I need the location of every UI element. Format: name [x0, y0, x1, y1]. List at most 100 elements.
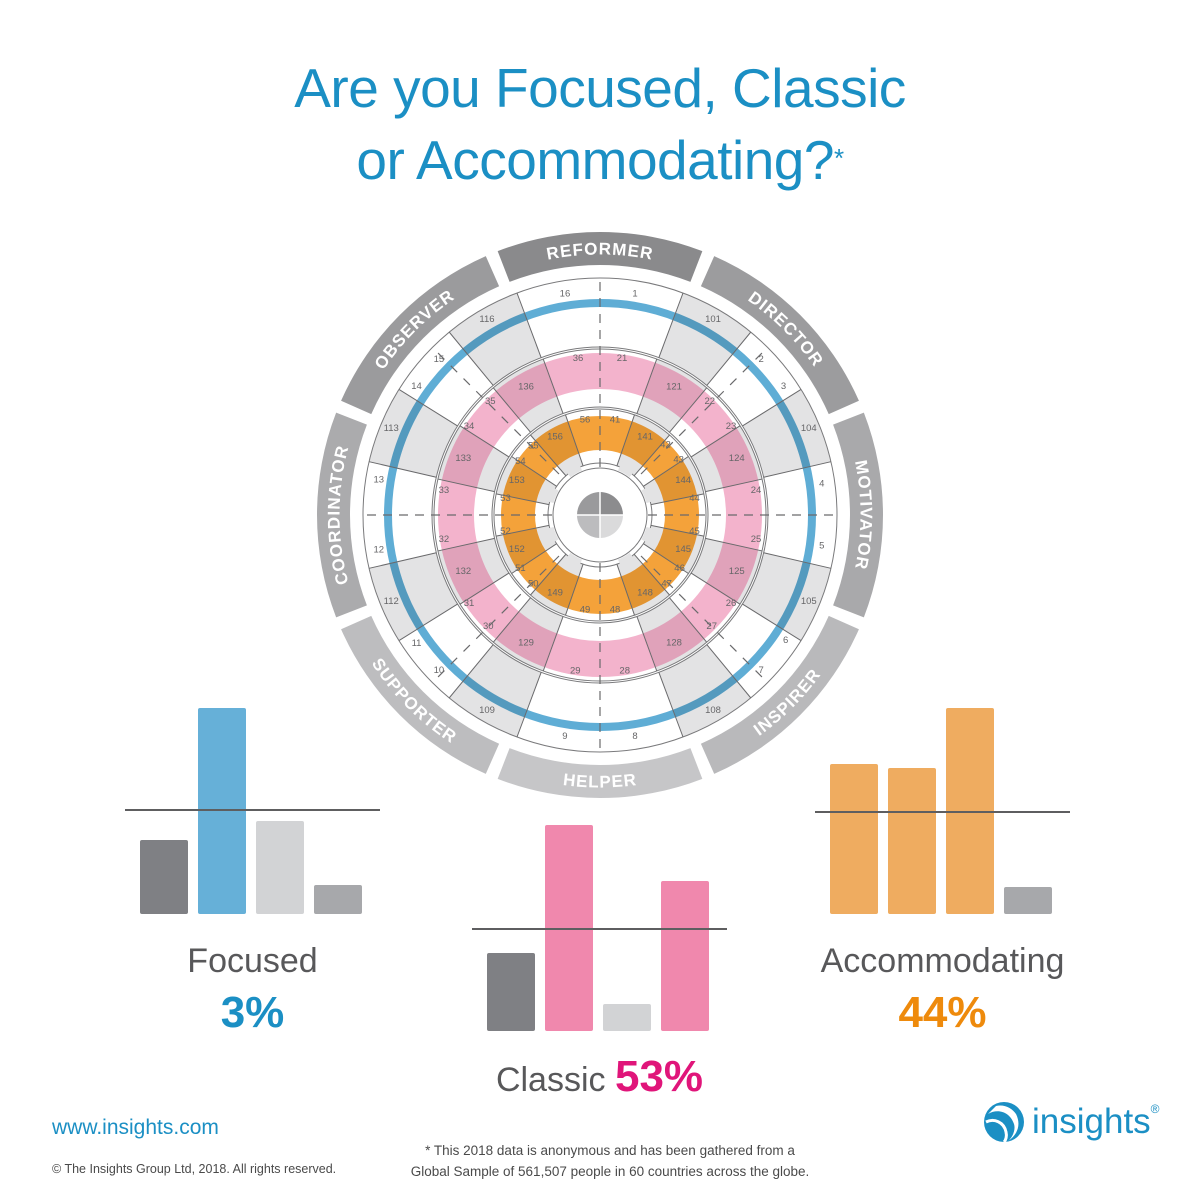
inner-number: 50 — [528, 579, 539, 590]
classic-label: Classic 53% — [495, 1052, 704, 1101]
bar-3 — [603, 1004, 651, 1031]
inner-number: 41 — [610, 415, 621, 426]
focused-percentage: 3% — [220, 988, 285, 1037]
outer-number: 2 — [758, 354, 763, 365]
title-line-1: Are you Focused, Classic — [294, 57, 906, 119]
outer-number: 15 — [434, 354, 445, 365]
type-segment-helper — [497, 748, 703, 798]
bar-1 — [140, 839, 188, 914]
middle-shaded-number: 133 — [455, 453, 471, 464]
inner-number: 52 — [500, 526, 511, 537]
outer-number: 1 — [632, 288, 637, 299]
middle-number: 32 — [439, 534, 450, 545]
middle-number: 28 — [619, 666, 630, 677]
middle-number: 30 — [483, 621, 494, 632]
middle-number: 34 — [464, 421, 475, 432]
middle-number: 27 — [706, 621, 717, 632]
inner-number: 48 — [610, 604, 621, 615]
type-segment-supporter — [341, 615, 500, 774]
middle-number: 22 — [704, 396, 715, 407]
inner-shaded-number: 152 — [509, 544, 525, 555]
center-quadrant-icon — [577, 515, 600, 538]
outer-shaded-number: 105 — [801, 596, 817, 607]
bar-4 — [661, 880, 709, 1031]
inner-shaded-number: 148 — [637, 587, 653, 598]
middle-shaded-number: 124 — [729, 453, 745, 464]
classic-chart — [472, 825, 727, 1031]
outer-shaded-number: 113 — [384, 423, 399, 434]
accommodating-label: Accommodating — [820, 942, 1065, 980]
middle-number: 23 — [726, 421, 737, 432]
bar-4 — [314, 885, 362, 914]
inner-number: 55 — [528, 440, 539, 451]
outer-number: 12 — [373, 545, 384, 556]
type-segment-motivator — [833, 412, 883, 618]
inner-number: 56 — [580, 415, 591, 426]
middle-number: 36 — [573, 353, 584, 364]
outer-number: 9 — [562, 731, 567, 742]
middle-number: 29 — [570, 666, 581, 677]
bar-1 — [830, 763, 878, 914]
bar-4 — [1004, 887, 1052, 914]
inner-shaded-number: 144 — [675, 475, 691, 486]
website-link[interactable]: www.insights.com — [52, 1116, 219, 1139]
title-asterisk: * — [833, 143, 844, 173]
type-segment-reformer — [497, 232, 703, 282]
center-quadrant-icon — [600, 492, 623, 515]
middle-number: 24 — [751, 485, 762, 496]
outer-number: 6 — [783, 635, 788, 646]
focused-chart — [125, 708, 380, 914]
middle-number: 21 — [617, 353, 628, 364]
accommodating-percentage: 44% — [898, 988, 987, 1037]
middle-number: 26 — [726, 598, 737, 609]
center-quadrant-icon — [577, 492, 600, 515]
inner-number: 54 — [515, 456, 526, 467]
average-line — [472, 928, 727, 930]
outer-number: 3 — [781, 381, 786, 392]
inner-number: 44 — [689, 493, 700, 504]
inner-number: 47 — [661, 579, 672, 590]
insights-globe-icon — [984, 1102, 1024, 1144]
bar-2 — [198, 708, 246, 914]
inner-shaded-number: 145 — [675, 544, 691, 555]
type-label-motivator: MOTIVATOR — [851, 459, 875, 572]
middle-shaded-number: 129 — [518, 638, 534, 649]
classic-percentage: 53% — [614, 1052, 704, 1101]
inner-number: 42 — [660, 439, 671, 450]
outer-number: 5 — [819, 541, 824, 552]
inner-shaded-number: 141 — [637, 432, 653, 443]
bar-2 — [888, 767, 936, 914]
middle-number: 31 — [464, 598, 475, 609]
middle-number: 35 — [485, 396, 496, 407]
focused-label: Focused — [187, 942, 318, 980]
outer-number: 8 — [632, 731, 637, 742]
middle-shaded-number: 125 — [729, 566, 745, 577]
outer-number: 16 — [560, 288, 571, 299]
copyright-text: © The Insights Group Ltd, 2018. All righ… — [52, 1162, 337, 1176]
outer-number: 4 — [819, 478, 824, 489]
insights-logo: insights® — [982, 1100, 1160, 1144]
outer-shaded-number: 109 — [479, 705, 495, 716]
bar-1 — [487, 952, 535, 1031]
title-line-2: or Accommodating?* — [356, 129, 844, 191]
outer-number: 14 — [411, 381, 422, 392]
outer-shaded-number: 112 — [384, 596, 399, 607]
middle-number: 25 — [751, 534, 762, 545]
inner-number: 49 — [580, 604, 591, 615]
inner-number: 43 — [673, 454, 684, 465]
inner-number: 51 — [515, 563, 526, 574]
outer-shaded-number: 101 — [705, 314, 721, 325]
outer-number: 11 — [412, 638, 422, 649]
type-segment-inspirer — [700, 615, 859, 774]
center-quadrant-icon — [600, 515, 623, 538]
middle-shaded-number: 128 — [666, 638, 682, 649]
page-title: Are you Focused, Classic or Accommodatin… — [0, 52, 1200, 196]
insights-wheel-diagram: REFORMERDIRECTORMOTIVATORINSPIRERHELPERS… — [317, 232, 883, 798]
inner-shaded-number: 149 — [547, 587, 563, 598]
inner-shaded-number: 156 — [547, 432, 563, 443]
middle-shaded-number: 132 — [455, 566, 471, 577]
outer-number: 7 — [758, 665, 763, 676]
type-segment-director — [700, 256, 859, 415]
middle-shaded-number: 121 — [666, 381, 682, 392]
type-label-helper: HELPER — [562, 770, 638, 791]
